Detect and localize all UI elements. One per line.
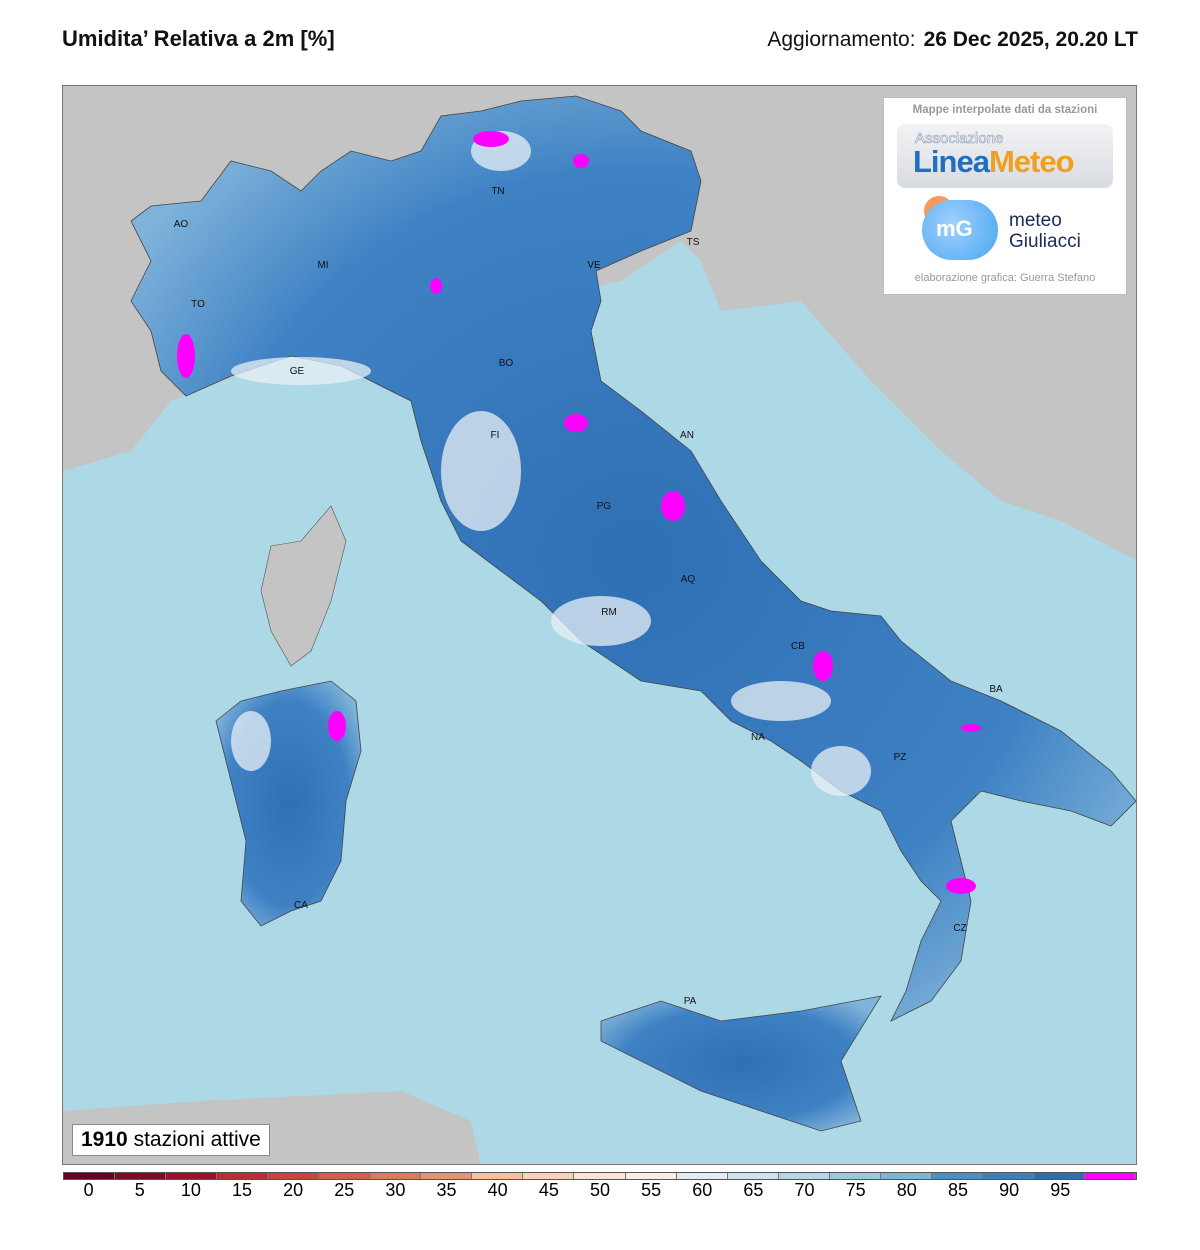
colorbar-bin xyxy=(472,1173,524,1179)
lineameteo-logo: Associazione LineaMeteo xyxy=(897,124,1113,188)
colorbar-bin xyxy=(982,1173,1034,1179)
update-value: 26 Dec 2025, 20.20 LT xyxy=(923,28,1138,51)
city-label: FI xyxy=(491,430,500,441)
colorbar-bin xyxy=(64,1173,116,1179)
map-title: Umidita’ Relativa a 2m [%] xyxy=(62,26,335,51)
colorbar-tick-label: 10 xyxy=(180,1180,201,1200)
colorbar-bin xyxy=(115,1173,167,1179)
city-label: CZ xyxy=(953,923,966,934)
colorbar-tick-label: 20 xyxy=(283,1180,304,1200)
logo-assoc: Associazione xyxy=(915,130,1004,148)
city-label: MI xyxy=(317,260,328,271)
colorbar-tick-label: 0 xyxy=(83,1180,94,1200)
city-label: CB xyxy=(791,641,805,652)
stations-count: 1910 xyxy=(81,1128,128,1151)
logo-meteo: Meteo xyxy=(988,144,1075,179)
city-label: TO xyxy=(191,299,205,310)
city-label: NA xyxy=(751,732,765,743)
stations-count-box: 1910 stazioni attive xyxy=(72,1124,270,1156)
colorbar-bin xyxy=(166,1173,218,1179)
mg-line1: meteo xyxy=(1009,210,1062,231)
city-label: BA xyxy=(989,684,1003,695)
colorbar-tick-label: 15 xyxy=(231,1180,252,1200)
colorbar-bin xyxy=(574,1173,626,1179)
dry-areas xyxy=(231,131,871,796)
city-label: TS xyxy=(687,237,700,248)
colorbar-tick-label: 55 xyxy=(641,1180,662,1200)
colorbar-bin xyxy=(880,1173,932,1179)
city-label: PZ xyxy=(894,752,907,763)
colorbar xyxy=(63,1172,1137,1180)
city-label: RM xyxy=(601,607,617,618)
saturated-areas xyxy=(177,131,981,894)
colorbar-tick-label: 95 xyxy=(1050,1180,1071,1200)
cloud-icon xyxy=(922,200,998,260)
colorbar-bin xyxy=(370,1173,422,1179)
colorbar-tick-label: 50 xyxy=(589,1180,610,1200)
logo-linea: Linea xyxy=(913,144,990,179)
colorbar-bin xyxy=(829,1173,881,1179)
colorbar-bin xyxy=(676,1173,728,1179)
mg-mark: mG xyxy=(936,216,973,241)
colorbar-tick-label xyxy=(1086,1180,1137,1201)
colorbar-ticks: 0 5 10 15 20 25 30 35 40 45 50 55 60 65 70 75 80 85 90 95 xyxy=(63,1180,1137,1201)
colorbar-tick-label: 85 xyxy=(947,1180,968,1200)
humidity-map: AO TO MI GE TN VE TS BO FI AN PG AQ RM CB NA BA PZ CZ PA CA xyxy=(62,85,1137,1165)
city-label: AO xyxy=(174,219,189,230)
meteogiuliacci-logo: mG meteo Giuliacci xyxy=(884,196,1126,266)
colorbar-tick-label: 35 xyxy=(436,1180,457,1200)
colorbar-tick-label: 5 xyxy=(134,1180,145,1200)
colorbar-bin xyxy=(1033,1173,1085,1179)
city-label: PG xyxy=(597,501,612,512)
sponsor-logo-box: Mappe interpolate dati da stazioni Assoc… xyxy=(883,97,1127,295)
colorbar-bin xyxy=(319,1173,371,1179)
colorbar-bin xyxy=(931,1173,983,1179)
sea xyxy=(63,241,1136,1164)
colorbar-tick-label: 30 xyxy=(385,1180,406,1200)
italy-peninsula xyxy=(130,95,1136,1022)
update-timestamp: Aggiornamento: 26 Dec 2025, 20.20 LT xyxy=(767,28,1138,52)
city-label: AQ xyxy=(681,574,696,585)
colorbar-tick-label: 70 xyxy=(794,1180,815,1200)
city-label: VE xyxy=(587,260,601,271)
mg-line2: Giuliacci xyxy=(1009,231,1081,252)
city-label: AN xyxy=(680,430,694,441)
colorbar-tick-label: 60 xyxy=(692,1180,713,1200)
colorbar-tick-label: 65 xyxy=(743,1180,764,1200)
city-labels: AO TO MI GE TN VE TS BO FI AN PG AQ RM CB NA BA PZ CZ PA CA xyxy=(174,186,1003,1007)
colorbar-tick-label: 75 xyxy=(845,1180,866,1200)
corsica xyxy=(260,505,347,667)
colorbar-bin xyxy=(217,1173,269,1179)
colorbar-bin xyxy=(1084,1173,1136,1179)
colorbar-tick-label: 25 xyxy=(334,1180,355,1200)
colorbar-bin xyxy=(778,1173,830,1179)
colorbar-bin xyxy=(268,1173,320,1179)
colorbar-bin xyxy=(421,1173,473,1179)
logo-heading: Mappe interpolate dati da stazioni xyxy=(912,104,1098,116)
colorbar-tick-label: 90 xyxy=(999,1180,1020,1200)
colorbar-tick-label: 80 xyxy=(896,1180,917,1200)
city-label: BO xyxy=(499,358,514,369)
city-label: GE xyxy=(290,366,305,377)
credit: elaborazione grafica: Guerra Stefano xyxy=(914,272,1096,284)
city-label: PA xyxy=(684,996,697,1007)
city-label: TN xyxy=(491,186,504,197)
colorbar-tick-label: 45 xyxy=(538,1180,559,1200)
sicily xyxy=(600,995,882,1132)
colorbar-bin xyxy=(625,1173,677,1179)
colorbar-bin xyxy=(523,1173,575,1179)
city-label: CA xyxy=(294,900,308,911)
colorbar-tick-label: 40 xyxy=(487,1180,508,1200)
colorbar-bin xyxy=(727,1173,779,1179)
stations-label: stazioni attive xyxy=(133,1128,261,1151)
update-label: Aggiornamento: xyxy=(767,28,916,51)
